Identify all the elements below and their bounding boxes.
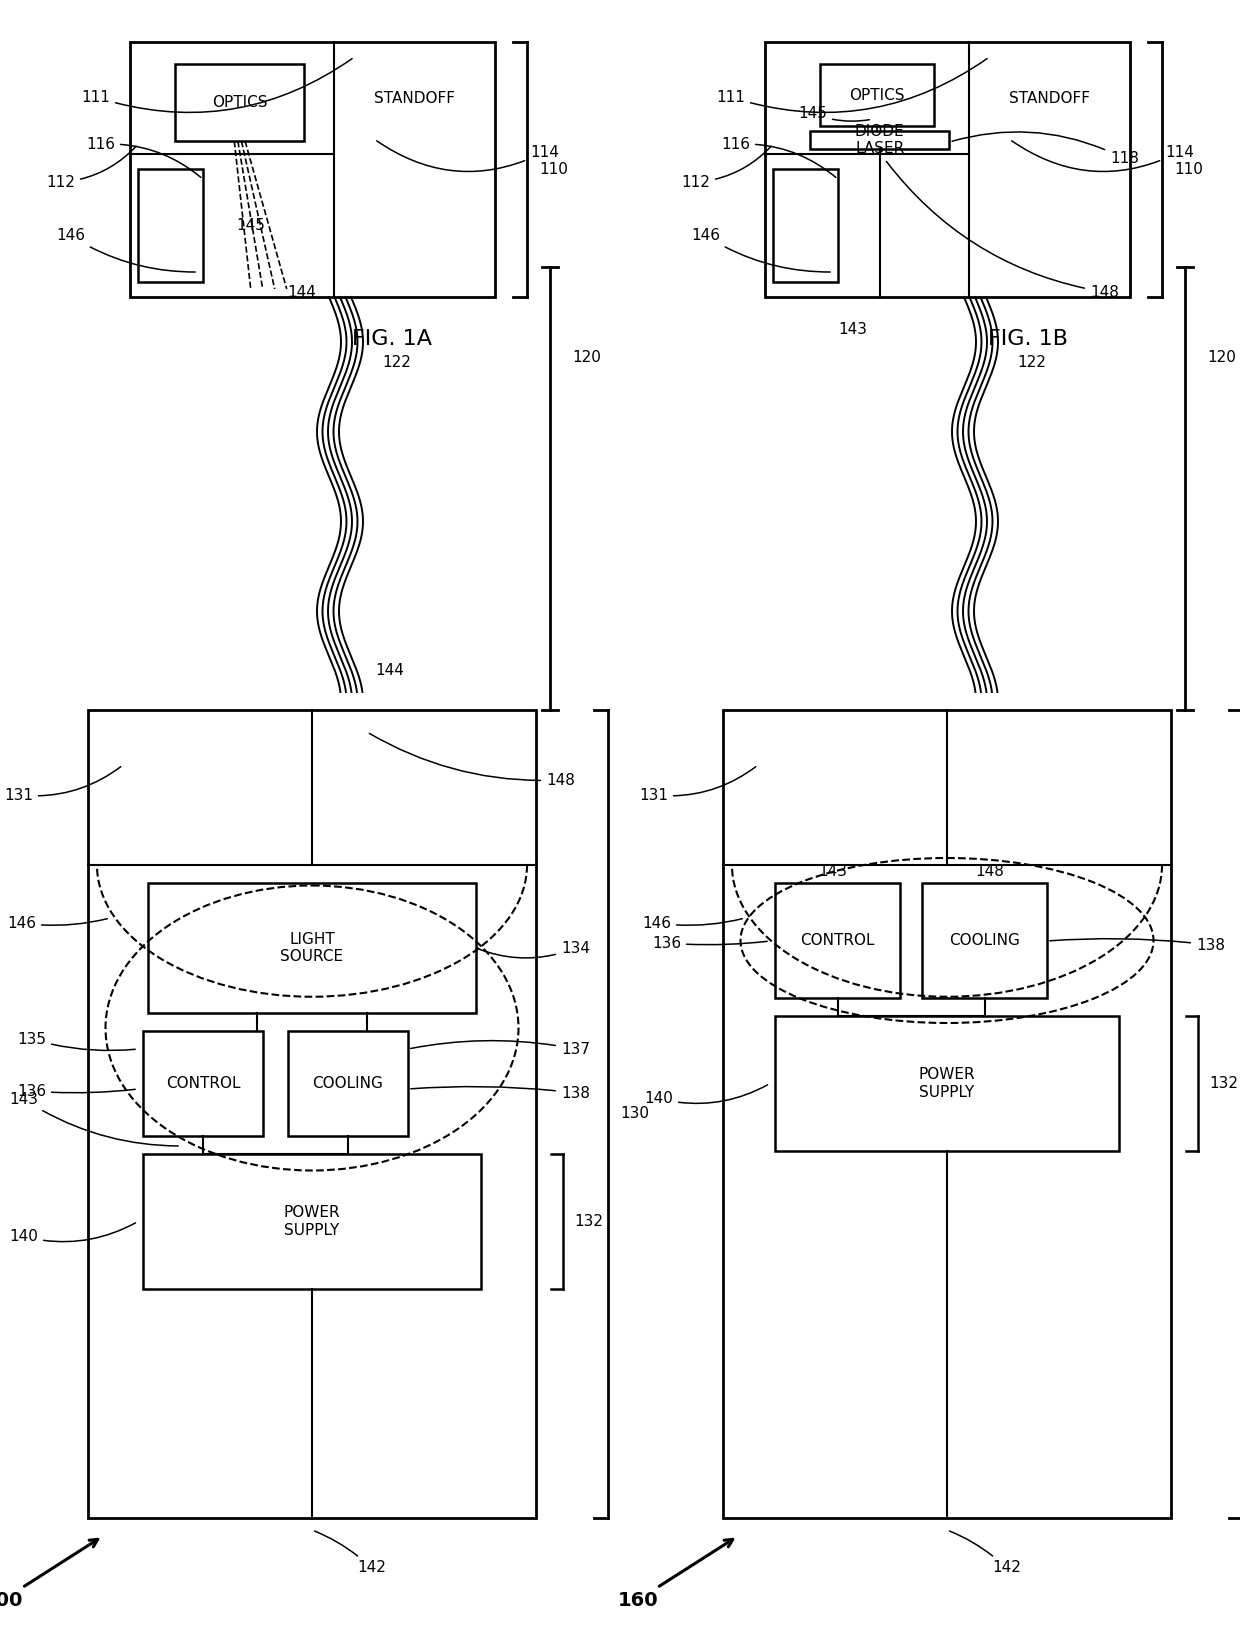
- Text: 131: 131: [4, 767, 120, 803]
- Text: 146: 146: [56, 228, 195, 272]
- Text: 137: 137: [410, 1041, 590, 1057]
- Text: COOLING: COOLING: [312, 1077, 383, 1091]
- Bar: [820, 64, 935, 125]
- Text: 140: 140: [644, 1085, 768, 1106]
- Text: POWER
SUPPLY: POWER SUPPLY: [919, 1067, 976, 1100]
- Text: FIG. 1B: FIG. 1B: [987, 329, 1068, 349]
- Text: 142: 142: [950, 1531, 1021, 1575]
- Bar: [723, 710, 1171, 1518]
- Text: 122: 122: [382, 355, 410, 370]
- Text: 146: 146: [642, 915, 743, 930]
- Text: 143: 143: [818, 863, 847, 878]
- Text: 114: 114: [377, 140, 559, 171]
- Text: 136: 136: [17, 1083, 135, 1098]
- Text: COOLING: COOLING: [949, 933, 1021, 948]
- Text: 148: 148: [887, 161, 1118, 300]
- Text: 114: 114: [1012, 140, 1194, 171]
- Text: 145: 145: [237, 218, 265, 233]
- Text: 136: 136: [652, 935, 768, 950]
- Text: STANDOFF: STANDOFF: [374, 91, 455, 106]
- Text: 112: 112: [681, 147, 771, 189]
- Text: 110: 110: [1174, 161, 1203, 178]
- Text: 120: 120: [1207, 350, 1236, 365]
- Text: 100: 100: [0, 1539, 98, 1609]
- Text: FIG. 1A: FIG. 1A: [352, 329, 433, 349]
- Bar: [810, 132, 950, 150]
- Bar: [130, 42, 495, 296]
- Bar: [765, 42, 1130, 296]
- Text: 160: 160: [618, 1539, 733, 1609]
- Text: 111: 111: [717, 59, 987, 112]
- Text: 138: 138: [1050, 938, 1225, 953]
- Bar: [138, 169, 203, 282]
- Text: 111: 111: [81, 59, 352, 112]
- Text: 130: 130: [620, 1106, 649, 1121]
- Text: 146: 146: [691, 228, 831, 272]
- Bar: [143, 1031, 263, 1135]
- Text: 131: 131: [639, 767, 756, 803]
- Text: 132: 132: [574, 1214, 603, 1228]
- Text: 142: 142: [315, 1531, 386, 1575]
- Text: 116: 116: [86, 137, 201, 178]
- Text: 134: 134: [479, 940, 590, 958]
- Text: 148: 148: [370, 733, 575, 787]
- Bar: [143, 1153, 481, 1289]
- Text: 120: 120: [572, 350, 601, 365]
- Bar: [773, 169, 838, 282]
- Text: LIGHT
SOURCE: LIGHT SOURCE: [280, 932, 343, 964]
- Bar: [175, 64, 304, 142]
- Bar: [775, 1016, 1118, 1152]
- Bar: [88, 710, 536, 1518]
- Text: CONTROL: CONTROL: [800, 933, 874, 948]
- Text: 112: 112: [46, 147, 136, 189]
- Text: OPTICS: OPTICS: [849, 88, 905, 103]
- Text: 118: 118: [952, 132, 1138, 166]
- Text: 146: 146: [7, 915, 108, 930]
- Text: 145: 145: [799, 106, 869, 121]
- Bar: [148, 883, 476, 1013]
- Text: 144: 144: [374, 663, 404, 678]
- Text: 122: 122: [1017, 355, 1045, 370]
- Bar: [923, 883, 1047, 999]
- Bar: [775, 883, 900, 999]
- Text: 144: 144: [288, 285, 316, 300]
- Text: 143: 143: [9, 1091, 179, 1145]
- Text: 135: 135: [17, 1031, 135, 1051]
- Text: 116: 116: [720, 137, 836, 178]
- Text: CONTROL: CONTROL: [166, 1077, 241, 1091]
- Text: 138: 138: [410, 1085, 590, 1101]
- Bar: [288, 1031, 408, 1135]
- Text: 140: 140: [9, 1223, 135, 1245]
- Text: 132: 132: [1209, 1077, 1238, 1091]
- Text: 148: 148: [975, 863, 1004, 878]
- Text: 143: 143: [838, 321, 868, 337]
- Text: 110: 110: [539, 161, 568, 178]
- Text: POWER
SUPPLY: POWER SUPPLY: [284, 1205, 340, 1238]
- Text: DIODE
LASER: DIODE LASER: [854, 124, 904, 156]
- Text: STANDOFF: STANDOFF: [1009, 91, 1090, 106]
- Text: OPTICS: OPTICS: [212, 94, 268, 111]
